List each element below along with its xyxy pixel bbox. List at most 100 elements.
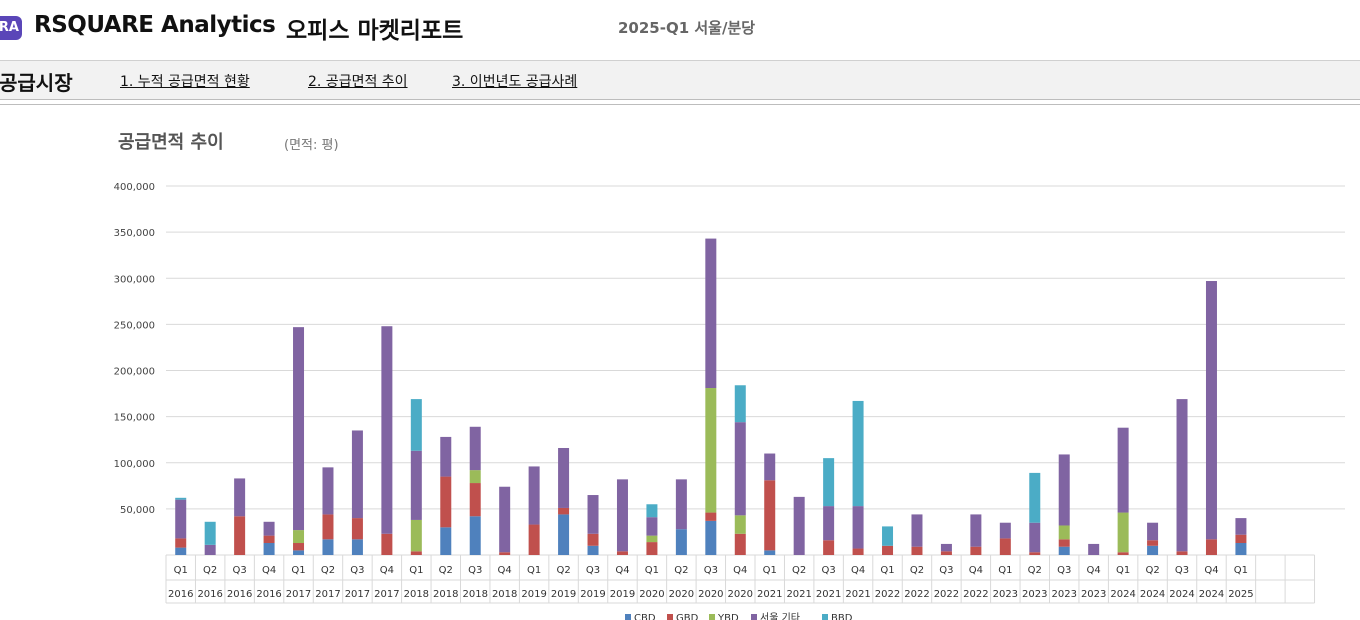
x-tick-year: 2020 <box>639 589 664 600</box>
nav-link-supply-trend[interactable]: 2. 공급면적 추이 <box>308 74 408 90</box>
x-tick-quarter: Q1 <box>174 565 188 576</box>
bar-segment-CBD <box>351 539 363 555</box>
bar-segment-GBD <box>970 546 982 555</box>
bar-segment-서울 기타 <box>558 447 570 508</box>
bar-segment-GBD <box>351 518 363 540</box>
bar-segment-서울 기타 <box>616 479 628 552</box>
legend-swatch-YBD <box>709 614 715 620</box>
bar-segment-서울 기타 <box>705 238 717 389</box>
bar-segment-서울 기타 <box>764 453 776 481</box>
x-tick-quarter: Q3 <box>468 565 482 576</box>
x-tick-year: 2023 <box>993 589 1018 600</box>
bar-segment-GBD <box>410 551 422 555</box>
x-tick-year: 2024 <box>1199 589 1224 600</box>
bar-segment-서울 기타 <box>293 327 305 531</box>
bar-segment-GBD <box>469 483 481 517</box>
x-tick-quarter: Q2 <box>203 565 217 576</box>
bar-segment-서울 기타 <box>999 522 1011 539</box>
x-tick-year: 2020 <box>728 589 753 600</box>
nav-divider <box>0 104 1360 105</box>
nav-link-cumulative-supply[interactable]: 1. 누적 공급면적 현황 <box>120 74 250 90</box>
legend-swatch-BBD <box>822 614 828 620</box>
legend-label-CBD: CBD <box>634 613 656 620</box>
bar-segment-GBD <box>882 545 894 555</box>
bar-segment-서울 기타 <box>587 495 599 534</box>
bar-segment-서울 기타 <box>528 466 540 525</box>
x-tick-year: 2021 <box>786 589 811 600</box>
legend-swatch-서울 기타 <box>751 614 757 620</box>
report-title: 오피스 마켓리포트 <box>286 18 464 44</box>
bar-segment-서울 기타 <box>351 430 363 519</box>
bar-segment-GBD <box>499 552 511 555</box>
bar-segment-서울 기타 <box>1088 543 1100 555</box>
bar-segment-서울 기타 <box>793 496 805 555</box>
x-tick-year: 2016 <box>256 589 281 600</box>
bar-segment-CBD <box>440 527 452 555</box>
bar-segment-BBD <box>1029 472 1041 523</box>
bar-segment-서울 기타 <box>1147 522 1159 541</box>
x-tick-quarter: Q3 <box>939 565 953 576</box>
bar-segment-GBD <box>705 512 717 521</box>
bar-segment-GBD <box>1176 551 1188 555</box>
bar-segment-GBD <box>528 524 540 555</box>
x-tick-quarter: Q4 <box>498 565 512 576</box>
x-tick-year: 2016 <box>168 589 193 600</box>
bar-segment-GBD <box>1235 534 1247 544</box>
bar-segment-서울 기타 <box>852 506 864 549</box>
x-tick-year: 2022 <box>963 589 988 600</box>
bar-segment-BBD <box>410 399 422 451</box>
bar-segment-GBD <box>322 514 334 540</box>
x-tick-year: 2017 <box>345 589 370 600</box>
bar-segment-CBD <box>1235 543 1247 555</box>
bar-segment-GBD <box>1029 552 1041 555</box>
top-bar: RA RSQUARE Analytics 오피스 마켓리포트 2025-Q1 서… <box>0 0 1360 61</box>
bar-segment-GBD <box>940 551 952 555</box>
x-tick-quarter: Q4 <box>851 565 865 576</box>
bar-segment-서울 기타 <box>469 426 481 471</box>
x-tick-quarter: Q2 <box>1145 565 1159 576</box>
bar-segment-GBD <box>999 538 1011 555</box>
x-tick-quarter: Q1 <box>1116 565 1130 576</box>
bar-segment-서울 기타 <box>175 499 187 539</box>
bar-segment-GBD <box>263 535 275 544</box>
x-tick-year: 2021 <box>816 589 841 600</box>
x-tick-year: 2025 <box>1228 589 1253 600</box>
x-tick-quarter: Q1 <box>409 565 423 576</box>
bar-segment-CBD <box>293 550 305 555</box>
report-period: 2025-Q1 서울/분당 <box>618 19 756 37</box>
x-tick-year: 2023 <box>1022 589 1047 600</box>
x-tick-year: 2021 <box>845 589 870 600</box>
bar-segment-GBD <box>1205 539 1217 555</box>
bar-segment-CBD <box>558 514 570 555</box>
x-tick-quarter: Q2 <box>910 565 924 576</box>
x-tick-year: 2024 <box>1169 589 1194 600</box>
legend-swatch-CBD <box>625 614 631 620</box>
x-tick-year: 2018 <box>492 589 517 600</box>
x-tick-year: 2023 <box>1051 589 1076 600</box>
x-tick-year: 2018 <box>462 589 487 600</box>
bar-segment-서울 기타 <box>911 514 923 547</box>
bar-segment-서울 기타 <box>381 326 393 534</box>
x-tick-quarter: Q4 <box>615 565 629 576</box>
bar-segment-GBD <box>558 507 570 515</box>
x-tick-quarter: Q4 <box>380 565 394 576</box>
x-tick-year: 2023 <box>1081 589 1106 600</box>
x-tick-year: 2020 <box>698 589 723 600</box>
bar-segment-BBD <box>175 497 187 500</box>
bar-segment-YBD <box>646 535 658 543</box>
x-tick-year: 2021 <box>757 589 782 600</box>
y-tick-label: 400,000 <box>114 182 155 193</box>
bar-segment-서울 기타 <box>1029 522 1041 553</box>
legend-label-GBD: GBD <box>676 613 699 620</box>
nav-link-this-year-cases[interactable]: 3. 이번년도 공급사례 <box>452 74 578 90</box>
x-tick-quarter: Q2 <box>439 565 453 576</box>
bar-segment-GBD <box>616 551 628 555</box>
y-tick-label: 250,000 <box>114 320 155 331</box>
y-tick-label: 300,000 <box>114 274 155 285</box>
bar-segment-GBD <box>852 548 864 555</box>
bar-segment-CBD <box>705 520 717 555</box>
bar-segment-BBD <box>646 504 658 518</box>
bar-segment-GBD <box>1058 539 1070 547</box>
brand-logo-icon: RA <box>0 16 22 40</box>
